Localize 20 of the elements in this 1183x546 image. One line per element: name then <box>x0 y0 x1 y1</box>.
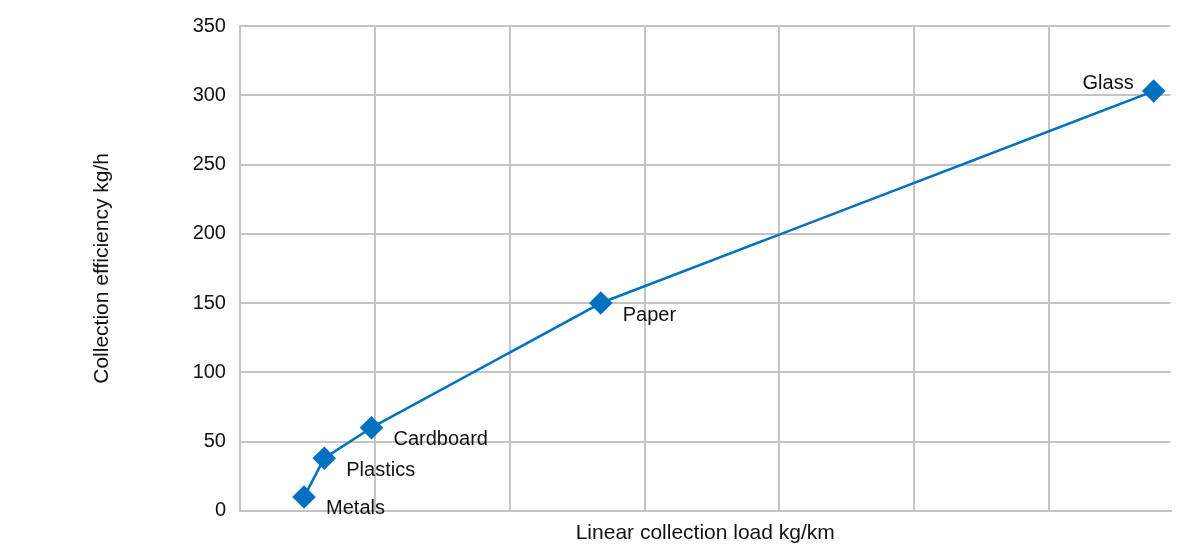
y-tick-label: 250 <box>192 152 226 175</box>
y-tick-label: 50 <box>203 429 226 452</box>
annotation: Plastics <box>346 457 416 480</box>
annotation: Cardboard <box>393 427 488 450</box>
x-axis-title: Linear collection load kg/km <box>575 520 835 544</box>
y-tick-label: 200 <box>192 221 226 244</box>
annotation: Glass <box>1082 70 1134 93</box>
point <box>313 446 336 470</box>
y-tick-label: 150 <box>192 290 226 313</box>
annotation: Metals <box>326 496 385 519</box>
point <box>292 485 316 509</box>
point <box>589 291 612 315</box>
y-tick-label: 100 <box>192 359 226 382</box>
point <box>360 416 383 439</box>
y-axis-title: Collection efficiency kg/h <box>89 153 113 384</box>
annotation: Paper <box>622 302 677 325</box>
y-tick-label: 300 <box>192 82 226 105</box>
point <box>1142 79 1165 103</box>
y-tick-label: 350 <box>192 13 226 36</box>
y-tick-label: 0 <box>214 498 226 521</box>
